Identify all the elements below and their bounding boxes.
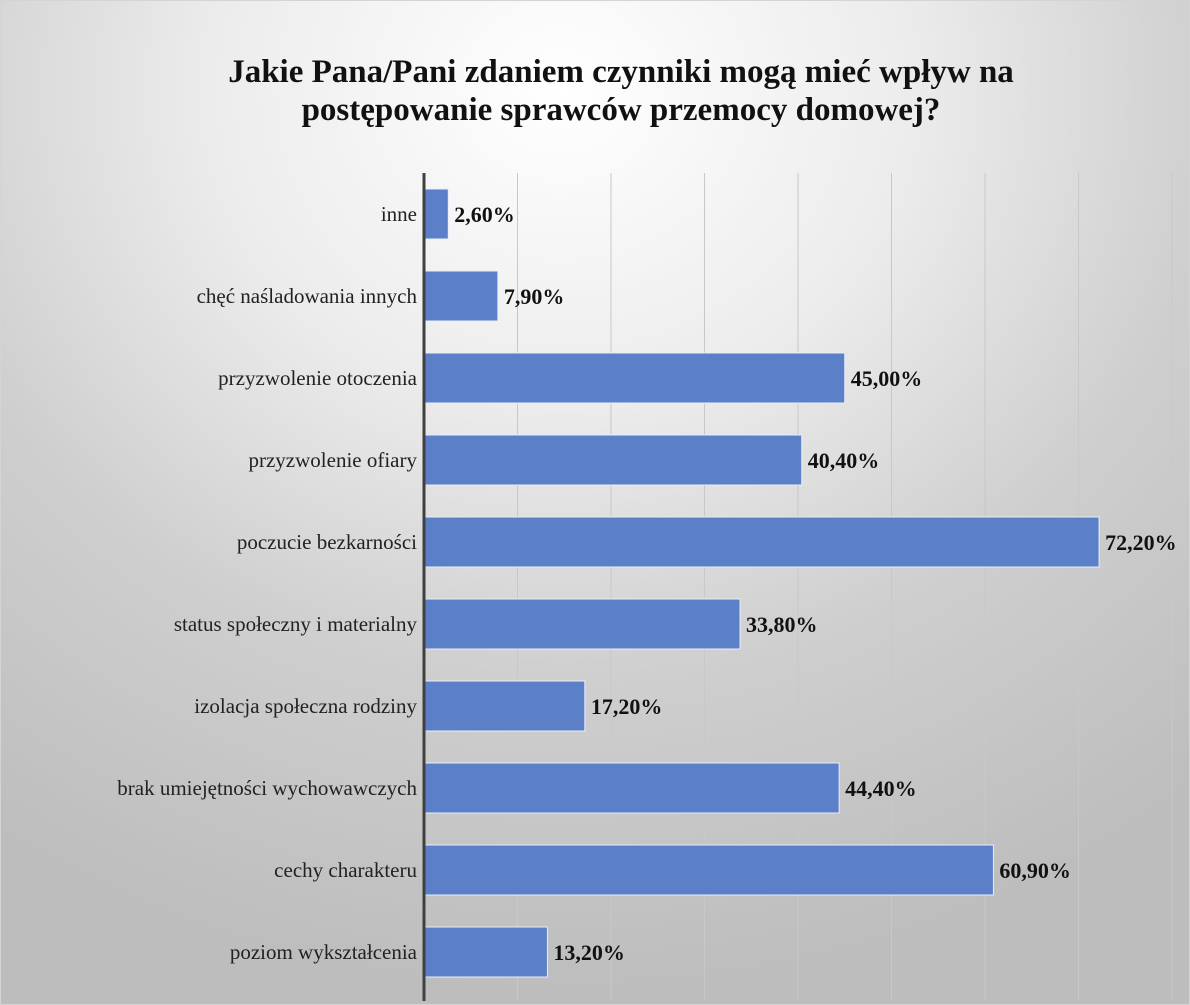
value-label: 7,90% [504,284,565,309]
category-label: poziom wykształcenia [230,940,418,964]
category-labels: inne chęć naśladowania innych przyzwolenie… [117,202,417,964]
bar [423,598,741,650]
bar [423,434,803,486]
bar [423,352,846,404]
value-label: 17,20% [591,694,663,719]
bar [423,926,548,978]
value-label: 40,40% [808,448,880,473]
value-label: 45,00% [851,366,923,391]
value-label: 2,60% [454,202,515,227]
value-label: 33,80% [746,612,818,637]
category-label: izolacja społeczna rodziny [194,694,417,718]
bar [423,270,499,322]
value-label: 13,20% [553,940,625,965]
bar [423,680,586,732]
category-label: inne [381,202,417,226]
category-label: cechy charakteru [274,858,417,882]
value-labels: 2,60% 7,90% 45,00% 40,40% 72,20% 33,80% 17,20%… [454,202,1176,965]
category-label: brak umiejętności wychowawczych [117,776,417,800]
bar [423,844,994,896]
bar [423,188,449,240]
bar [423,762,840,814]
value-label: 44,40% [845,776,917,801]
value-label: 60,90% [999,858,1071,883]
category-label: poczucie bezkarności [237,530,417,554]
category-label: przyzwolenie otoczenia [218,366,417,390]
chart-title: Jakie Pana/Pani zdaniem czynniki mogą mi… [228,54,1014,128]
value-label: 72,20% [1105,530,1177,555]
category-label: przyzwolenie ofiary [248,448,417,472]
bars [423,188,1100,978]
bar [423,516,1100,568]
category-label: status społeczny i materialny [174,612,418,636]
category-label: chęć naśladowania innych [197,284,418,308]
